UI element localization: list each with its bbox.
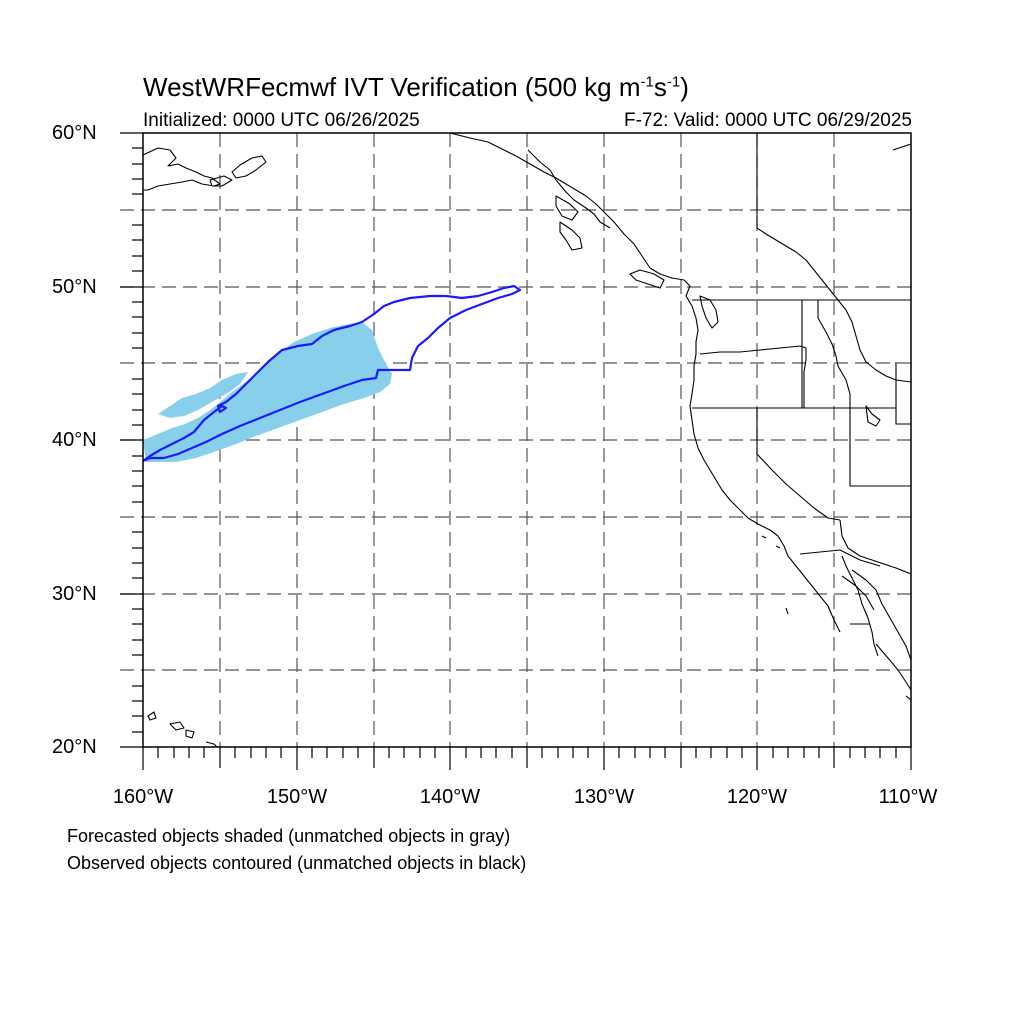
observed-object-contour: [143, 284, 522, 463]
lat-ticks: [120, 132, 143, 748]
lat-label-50n: 50°N: [52, 276, 97, 298]
lat-label-60n: 60°N: [52, 122, 97, 144]
forecast-object: [143, 322, 392, 462]
lat-label-30n: 30°N: [52, 583, 97, 605]
lon-label-130w: 130°W: [573, 786, 635, 808]
forecast-object-fragment: [158, 372, 248, 418]
footnote-forecast: Forecasted objects shaded (unmatched obj…: [67, 826, 511, 846]
lon-label-120w: 120°W: [726, 786, 788, 808]
lon-ticks: [142, 747, 912, 770]
lon-label-150w: 150°W: [266, 786, 328, 808]
lon-label-110w: 110°W: [878, 786, 938, 808]
lon-label-140w: 140°W: [419, 786, 481, 808]
lon-label-160w: 160°W: [112, 786, 174, 808]
lat-label-20n: 20°N: [52, 736, 97, 758]
valid-time-label: F-72: Valid: 0000 UTC 06/29/2025: [624, 110, 912, 131]
map-title: WestWRFecmwf IVT Verification (500 kg m-…: [143, 72, 689, 102]
lat-label-40n: 40°N: [52, 429, 97, 451]
coastlines: [143, 133, 911, 747]
footnote-observed: Observed objects contoured (unmatched ob…: [67, 853, 527, 873]
initialized-label: Initialized: 0000 UTC 06/26/2025: [143, 110, 420, 131]
